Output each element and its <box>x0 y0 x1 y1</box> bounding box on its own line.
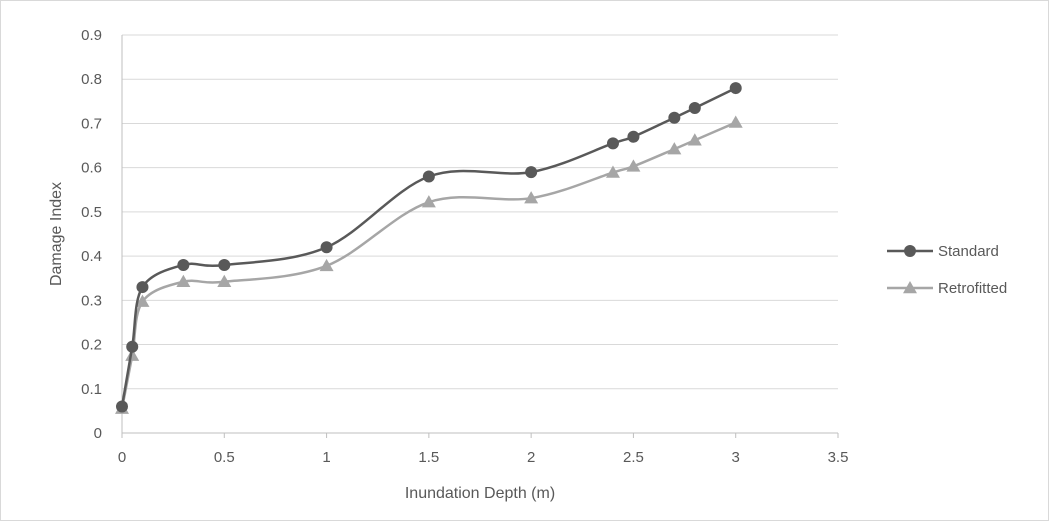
y-axis-title: Damage Index <box>48 182 65 286</box>
data-point-standard <box>136 281 149 294</box>
data-point-standard <box>422 170 435 183</box>
data-point-retrofitted <box>687 133 702 146</box>
legend-item-retrofitted: Retrofitted <box>887 280 1007 297</box>
x-tick-label: 1 <box>322 449 330 466</box>
data-point-standard <box>218 258 231 271</box>
legend-label-standard: Standard <box>938 243 999 260</box>
data-point-standard <box>627 130 640 143</box>
legend: Standard Retrofitted <box>887 243 1007 297</box>
x-tick-label: 2.5 <box>623 449 644 466</box>
y-tick-label: 0.3 <box>81 292 102 309</box>
y-tick-label: 0.7 <box>81 115 102 132</box>
y-tick-labels: 0 0.1 0.2 0.3 0.4 0.5 0.6 0.7 0.8 0.9 <box>81 27 102 442</box>
data-point-retrofitted <box>421 195 436 208</box>
series-layer <box>115 82 743 414</box>
x-axis-title: Inundation Depth (m) <box>405 485 555 502</box>
data-point-retrofitted <box>667 142 682 155</box>
data-point-retrofitted <box>728 115 743 128</box>
y-tick-label: 0.6 <box>81 160 102 177</box>
data-point-standard <box>116 400 128 413</box>
data-point-retrofitted <box>125 348 140 361</box>
data-point-standard <box>688 101 701 114</box>
y-tick-label: 0.9 <box>81 27 102 44</box>
y-tick-label: 0 <box>94 425 102 442</box>
series-line-standard <box>120 86 737 407</box>
x-tick-label: 0.5 <box>214 449 235 466</box>
y-tick-label: 0.4 <box>81 248 102 265</box>
x-tick-label: 3.5 <box>828 449 849 466</box>
y-tick-label: 0.8 <box>81 71 102 88</box>
gridlines <box>122 34 838 390</box>
x-tick-label: 2 <box>527 449 535 466</box>
data-point-standard <box>525 166 538 179</box>
y-tick-label: 0.1 <box>81 381 102 398</box>
legend-label-retrofitted: Retrofitted <box>938 280 1007 297</box>
data-point-retrofitted <box>217 274 232 288</box>
x-tick-labels: 0 0.5 1 1.5 2 2.5 3 3.5 <box>118 449 849 466</box>
data-point-standard <box>126 340 139 353</box>
data-point-retrofitted <box>135 294 150 307</box>
data-point-retrofitted <box>176 274 191 288</box>
data-point-standard <box>320 241 333 254</box>
legend-swatch-marker <box>904 245 916 257</box>
x-tick-label: 3 <box>732 449 740 466</box>
data-point-standard <box>177 258 190 271</box>
legend-swatch-marker <box>903 281 917 294</box>
data-point-standard <box>606 137 619 150</box>
y-tick-label: 0.2 <box>81 337 102 354</box>
data-point-standard <box>729 82 742 95</box>
axes <box>121 35 839 438</box>
legend-item-standard: Standard <box>887 243 999 260</box>
series-standard <box>116 82 742 413</box>
data-point-retrofitted <box>605 165 620 178</box>
data-point-standard <box>668 111 681 124</box>
data-point-retrofitted <box>524 191 539 204</box>
data-point-retrofitted <box>626 159 641 172</box>
x-tick-label: 0 <box>118 449 126 466</box>
x-tick-label: 1.5 <box>418 449 439 466</box>
data-point-retrofitted <box>319 258 334 272</box>
y-tick-label: 0.5 <box>81 204 102 221</box>
